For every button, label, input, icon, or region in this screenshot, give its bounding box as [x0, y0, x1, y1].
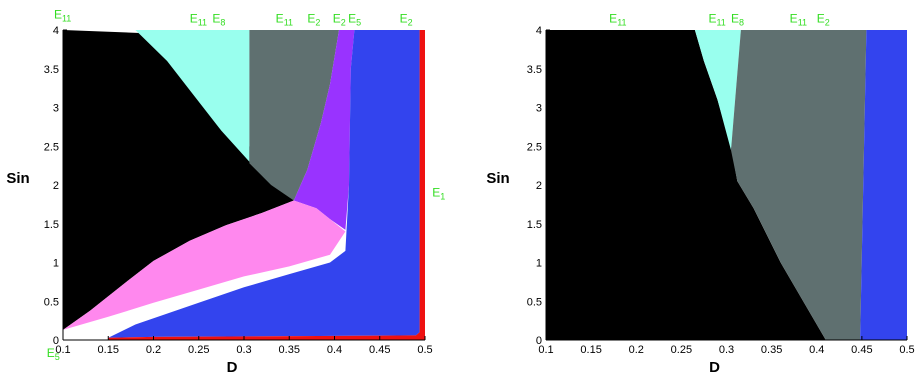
region-0: [63, 30, 294, 330]
x-tick-label: 0.45: [369, 344, 390, 356]
equilibrium-subscript: 2: [315, 17, 320, 27]
equilibrium-label: E2: [307, 11, 320, 27]
x-tick-label: 0.15: [580, 344, 601, 356]
equilibrium-label: E2: [400, 11, 413, 27]
equilibrium-label: E11: [54, 7, 71, 23]
y-tick-label: 1.5: [44, 219, 59, 231]
equilibrium-letter: E: [54, 7, 62, 21]
equilibrium-subscript: 11: [798, 17, 807, 27]
equilibrium-letter: E: [400, 11, 408, 25]
y-tick-label: 3: [536, 103, 542, 115]
x-tick-label: 0.25: [671, 344, 692, 356]
equilibrium-letter: E: [731, 11, 739, 25]
x-tick-label: 0.5: [417, 344, 432, 356]
equilibrium-subscript: 8: [739, 17, 744, 27]
y-axis-title: Sin: [486, 170, 509, 187]
equilibrium-letter: E: [348, 11, 356, 25]
x-tick-label: 0.2: [629, 344, 644, 356]
equilibrium-letter: E: [276, 11, 284, 25]
equilibrium-subscript: 8: [220, 17, 225, 27]
equilibrium-label: E11: [790, 11, 807, 27]
equilibrium-subscript: 11: [284, 17, 293, 27]
y-tick-label: 1: [536, 258, 542, 270]
equilibrium-label: E8: [212, 11, 225, 27]
x-tick-label: 0.4: [327, 344, 342, 356]
region-5: [108, 30, 420, 338]
x-tick-label: 0.4: [809, 344, 824, 356]
y-tick-label: 3: [53, 103, 59, 115]
x-tick-label: 0.45: [851, 344, 872, 356]
equilibrium-label: E1: [432, 186, 445, 202]
right-bifurcation-chart: 0.1 0.15 0.2 0.25 0.3 0.35 0.4 0.45 0.5 0 0.5 1 1.5 2…: [486, 11, 914, 376]
equilibrium-label: E2: [333, 11, 346, 27]
equilibrium-letter: E: [47, 346, 55, 360]
region-3: [860, 30, 907, 340]
y-tick-label: 2: [53, 180, 59, 192]
x-axis-title: D: [227, 359, 238, 376]
equilibrium-subscript: 11: [617, 17, 626, 27]
x-tick-label: 0.2: [146, 344, 161, 356]
y-tick-label: 0.5: [44, 296, 59, 308]
left-bifurcation-chart: 0.1 0.15 0.2 0.25 0.3 0.35 0.4 0.45 0.5 0 0.5 1 1.5 2…: [6, 7, 445, 376]
y-tick-label: 1.5: [527, 219, 542, 231]
equilibrium-label: E11: [276, 11, 293, 27]
x-tick-label: 0.1: [55, 344, 70, 356]
equilibrium-letter: E: [609, 11, 617, 25]
region-3: [293, 30, 355, 230]
equilibrium-label: E5: [47, 346, 60, 362]
region-1: [135, 30, 250, 162]
equilibrium-label: E2: [817, 11, 830, 27]
y-tick-label: 2.5: [44, 141, 59, 153]
y-tick-label: 4: [536, 25, 542, 37]
region-4: [63, 200, 346, 330]
equilibrium-subscript: 11: [198, 17, 207, 27]
x-tick-label: 0.3: [236, 344, 251, 356]
region-1: [694, 30, 741, 151]
y-tick-label: 4: [53, 25, 59, 37]
x-tick-label: 0.25: [188, 344, 209, 356]
equilibrium-letter: E: [790, 11, 798, 25]
x-tick-label: 0.15: [98, 344, 119, 356]
equilibrium-subscript: 11: [716, 17, 725, 27]
equilibrium-label: E11: [190, 11, 207, 27]
x-tick-label: 0.3: [719, 344, 734, 356]
equilibrium-label: E11: [609, 11, 626, 27]
equilibrium-letter: E: [817, 11, 825, 25]
x-tick-label: 0.1: [538, 344, 553, 356]
y-axis-title: Sin: [6, 170, 29, 187]
y-tick-label: 0.5: [527, 296, 542, 308]
equilibrium-subscript: 5: [356, 17, 361, 27]
equilibrium-letter: E: [432, 186, 440, 200]
y-tick-label: 1: [53, 258, 59, 270]
equilibrium-subscript: 2: [825, 17, 830, 27]
region-2: [731, 30, 867, 340]
equilibrium-subscript: 2: [408, 17, 413, 27]
y-tick-label: 0: [53, 335, 59, 347]
equilibrium-letter: E: [307, 11, 315, 25]
region-2: [249, 30, 339, 201]
equilibrium-label: E11: [708, 11, 725, 27]
equilibrium-subscript: 2: [341, 17, 346, 27]
equilibrium-label: E5: [348, 11, 361, 27]
equilibrium-letter: E: [333, 11, 341, 25]
y-tick-label: 3.5: [527, 64, 542, 76]
x-tick-label: 0.35: [761, 344, 782, 356]
y-tick-label: 0: [536, 335, 542, 347]
y-tick-label: 3.5: [44, 64, 59, 76]
equilibrium-subscript: 5: [55, 352, 60, 362]
equilibrium-letter: E: [212, 11, 220, 25]
region-0: [546, 30, 826, 340]
y-tick-label: 2: [536, 180, 542, 192]
x-tick-label: 0.35: [279, 344, 300, 356]
y-tick-label: 2.5: [527, 141, 542, 153]
x-tick-label: 0.5: [899, 344, 914, 356]
x-axis-title: D: [709, 359, 720, 376]
equilibrium-letter: E: [708, 11, 716, 25]
equilibrium-subscript: 11: [62, 13, 71, 23]
equilibrium-letter: E: [190, 11, 198, 25]
equilibrium-label: E8: [731, 11, 744, 27]
equilibrium-subscript: 1: [440, 192, 445, 202]
